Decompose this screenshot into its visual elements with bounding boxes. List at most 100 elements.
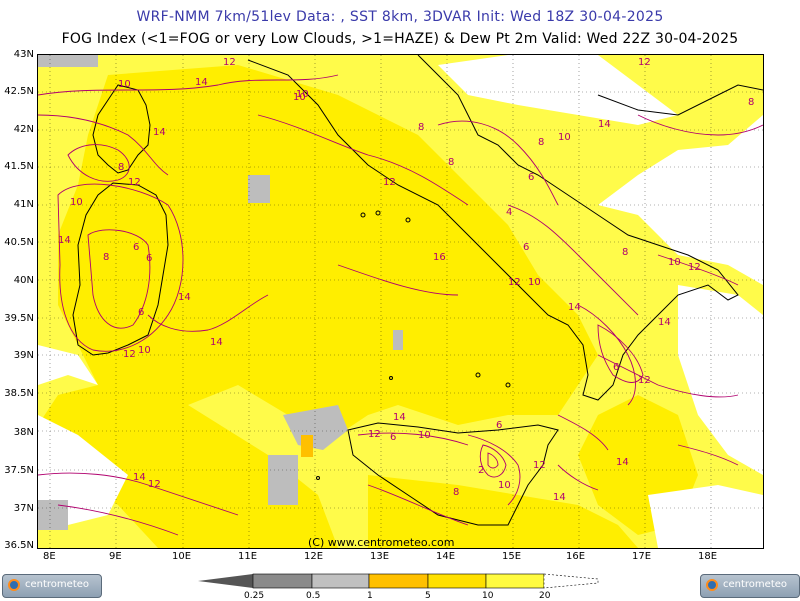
lon-label: 17E: [632, 551, 652, 562]
contour-label: 14: [616, 457, 629, 468]
contour-label: 10: [418, 430, 431, 441]
lon-label: 15E: [502, 551, 522, 562]
contour-label: 10: [528, 277, 541, 288]
lat-label: 37.5N: [4, 465, 34, 476]
graticule: [38, 55, 763, 548]
contour-label: 8: [538, 137, 544, 148]
white-patch-se: [648, 485, 763, 548]
contour-label: 14: [133, 472, 146, 483]
contour-label: 14: [178, 292, 191, 303]
colorbar-bin: [311, 573, 370, 589]
lat-label: 40.5N: [4, 237, 34, 248]
lon-label: 12E: [304, 551, 324, 562]
lat-label: 40N: [13, 275, 34, 286]
contour-label: 12: [383, 177, 396, 188]
colorbar-bin: [485, 573, 545, 589]
contour-label: 14: [58, 235, 71, 246]
contour-label: 8: [118, 162, 124, 173]
contour-label: 14: [153, 127, 166, 138]
lat-label: 43N: [13, 49, 34, 60]
orange-patch: [301, 435, 313, 457]
lon-label: 18E: [698, 551, 718, 562]
brand-logo-right[interactable]: centrometeo: [700, 574, 800, 598]
sardinia-coast: [72, 182, 169, 356]
white-patch-north: [438, 55, 678, 125]
brand-logo-left[interactable]: centrometeo: [2, 574, 102, 598]
contour-label: 10: [118, 79, 131, 90]
fog-index-yellow-sicily-s: [368, 475, 638, 548]
colorbar-bin: [252, 573, 313, 589]
dewpoint-contours: [38, 74, 763, 536]
grey-patch-3: [268, 455, 298, 505]
corsica-coast: [92, 84, 151, 174]
contour-label: 10: [558, 132, 571, 143]
fog-index-yellow: [58, 65, 598, 435]
contour-label: 12: [123, 349, 136, 360]
contour-label: 8: [453, 487, 459, 498]
map-canvas: 10 14 12 10 14 8 12 10 14 6 8 6 14 6 12 …: [38, 55, 763, 548]
grey-patch-2: [248, 175, 270, 203]
lon-label: 14E: [436, 551, 456, 562]
colorbar-label: 1: [367, 591, 373, 601]
colorbar-head: [543, 573, 599, 589]
lat-label: 37N: [13, 503, 34, 514]
contour-label: 6: [146, 253, 152, 264]
contour-label: 10: [70, 197, 83, 208]
lat-label: 39.5N: [4, 313, 34, 324]
contour-label: 10: [296, 89, 309, 100]
contour-label: 14: [568, 302, 581, 313]
colorbar-tail: [198, 574, 253, 588]
contour-label: 14: [393, 412, 406, 423]
contour-label: 6: [613, 362, 619, 373]
lon-label: 13E: [370, 551, 390, 562]
contour-label: 12: [688, 262, 701, 273]
colorbar-bin: [427, 573, 487, 589]
contour-label: 12: [128, 177, 141, 188]
contour-label: 12: [533, 460, 546, 471]
lon-label: 11E: [238, 551, 258, 562]
fog-index-yellow-sw: [38, 385, 338, 548]
white-patch-east: [678, 285, 763, 475]
lat-label: 38N: [13, 427, 34, 438]
logo-icon: [8, 579, 20, 591]
colorbar-label: 0.5: [306, 591, 321, 601]
contour-label: 6: [138, 307, 144, 318]
copyright-text: (C) www.centrometeo.com: [308, 536, 455, 549]
map-title-line2: FOG Index (<1=FOG or very Low Clouds, >1…: [61, 31, 739, 47]
contour-label: 6: [523, 242, 529, 253]
colorbar-label: 10: [482, 591, 494, 601]
contour-label: 14: [553, 492, 566, 503]
contour-label: 10: [138, 345, 151, 356]
lat-label: 42.5N: [4, 86, 34, 97]
contour-label: 16: [433, 252, 446, 263]
contour-label: 10: [293, 92, 306, 103]
colorbar: [198, 573, 599, 589]
contour-label: 8: [418, 122, 424, 133]
islands: [316, 210, 511, 480]
map-title-line1: WRF-NMM 7km/51lev Data: , SST 8km, 3DVAR…: [136, 9, 664, 25]
logo-text: centrometeo: [723, 579, 788, 590]
contour-label: 8: [448, 157, 454, 168]
contour-label: 8: [748, 97, 754, 108]
lon-label: 9E: [109, 551, 122, 562]
lon-label: 10E: [172, 551, 192, 562]
lat-label: 39N: [13, 350, 34, 361]
contour-labels: 10 14 12 10 14 8 12 10 14 6 8 6 14 6 12 …: [58, 57, 754, 503]
contour-label: 14: [658, 317, 671, 328]
lat-label: 41N: [13, 199, 34, 210]
contour-label: 8: [103, 252, 109, 263]
colorbar-label: 5: [425, 591, 431, 601]
grey-patch-1: [38, 55, 98, 67]
lat-label: 36.5N: [4, 540, 34, 551]
contour-label: 12: [368, 429, 381, 440]
contour-label: 6: [133, 242, 139, 253]
colorbar-label: 0.25: [244, 591, 265, 601]
contour-label: 14: [598, 119, 611, 130]
colorbar-bin: [368, 573, 429, 589]
contour-label: 6: [496, 420, 502, 431]
lon-label: 8E: [43, 551, 56, 562]
contour-label: 8: [622, 247, 628, 258]
contour-label: 10: [668, 257, 681, 268]
italy-coast: [247, 55, 739, 401]
colorbar-label: 20: [539, 591, 551, 601]
